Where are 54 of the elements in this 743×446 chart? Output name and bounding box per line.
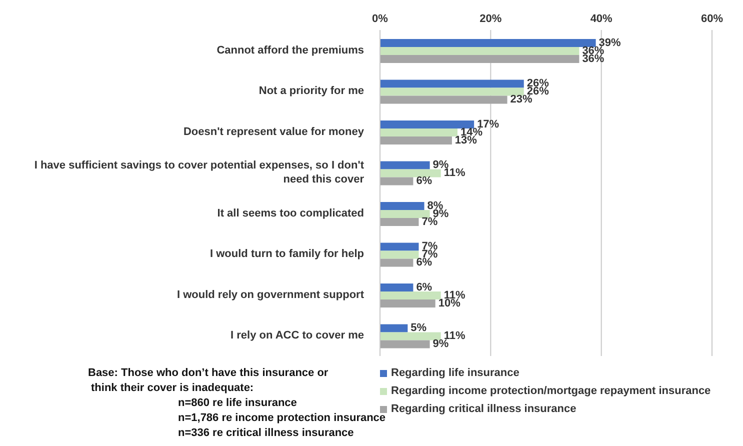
x-tick-label: 40% bbox=[590, 13, 613, 25]
data-label: 36% bbox=[582, 52, 604, 65]
bar bbox=[380, 54, 580, 63]
bar bbox=[380, 38, 596, 47]
bar bbox=[380, 136, 452, 144]
data-label: 5% bbox=[410, 322, 427, 334]
legend-label: Regarding critical illness insurance bbox=[391, 402, 576, 417]
y-tick-label: I rely on ACC to cover me bbox=[230, 330, 364, 342]
y-tick-label: Doesn't represent value for money bbox=[183, 126, 365, 138]
bar bbox=[380, 46, 580, 55]
bar bbox=[380, 250, 419, 259]
bar bbox=[380, 169, 441, 178]
legend-label: Regarding life insurance bbox=[391, 366, 520, 381]
bar bbox=[380, 128, 458, 136]
data-label: 10% bbox=[438, 297, 461, 310]
data-label: 11% bbox=[444, 167, 466, 180]
text: Base: Those who don’t have this insurance or bbox=[88, 366, 330, 381]
bar bbox=[380, 120, 474, 128]
y-tick-label: Not a priority for me bbox=[258, 85, 364, 98]
bar bbox=[380, 177, 414, 186]
x-tick-label: 0% bbox=[372, 13, 388, 25]
bar bbox=[380, 218, 419, 226]
data-label: 23% bbox=[510, 94, 532, 106]
data-label: 6% bbox=[416, 281, 432, 294]
bar bbox=[380, 202, 424, 210]
y-tick-label: I would turn to family for help bbox=[210, 248, 364, 260]
y-tick-label: I have sufficient savings to cover potential expenses, so I don't need this cover bbox=[34, 160, 365, 186]
bar bbox=[380, 80, 524, 88]
legend-label: Regarding income protection/mortgage repayment insurance bbox=[391, 384, 711, 399]
bar bbox=[380, 96, 508, 104]
data-label: 7% bbox=[422, 216, 438, 228]
x-tick-label: 60% bbox=[700, 13, 724, 25]
bar bbox=[380, 88, 524, 96]
bar bbox=[380, 291, 441, 300]
bar bbox=[380, 210, 430, 218]
data-label: 6% bbox=[416, 175, 432, 188]
bar bbox=[380, 258, 414, 267]
bar bbox=[380, 283, 414, 292]
bar bbox=[380, 340, 430, 348]
bar bbox=[380, 299, 436, 308]
bar bbox=[380, 332, 441, 340]
text: n=1,786 re income protection insurance bbox=[177, 411, 386, 426]
text: n=860 re life insurance bbox=[177, 396, 298, 411]
y-tick-label: I would rely on government support bbox=[176, 288, 364, 301]
data-label: 9% bbox=[432, 338, 449, 350]
bar bbox=[380, 324, 408, 332]
y-tick-label: Cannot afford the premiums bbox=[216, 44, 364, 56]
bar bbox=[380, 161, 430, 170]
text: think their cover is inadequate: bbox=[90, 381, 255, 396]
x-tick-label: 20% bbox=[480, 13, 502, 25]
text: n=336 re critical illness insurance bbox=[177, 426, 355, 441]
y-tick-label: It all seems too complicated bbox=[217, 207, 364, 220]
bar bbox=[380, 242, 419, 251]
data-label: 13% bbox=[454, 134, 478, 146]
